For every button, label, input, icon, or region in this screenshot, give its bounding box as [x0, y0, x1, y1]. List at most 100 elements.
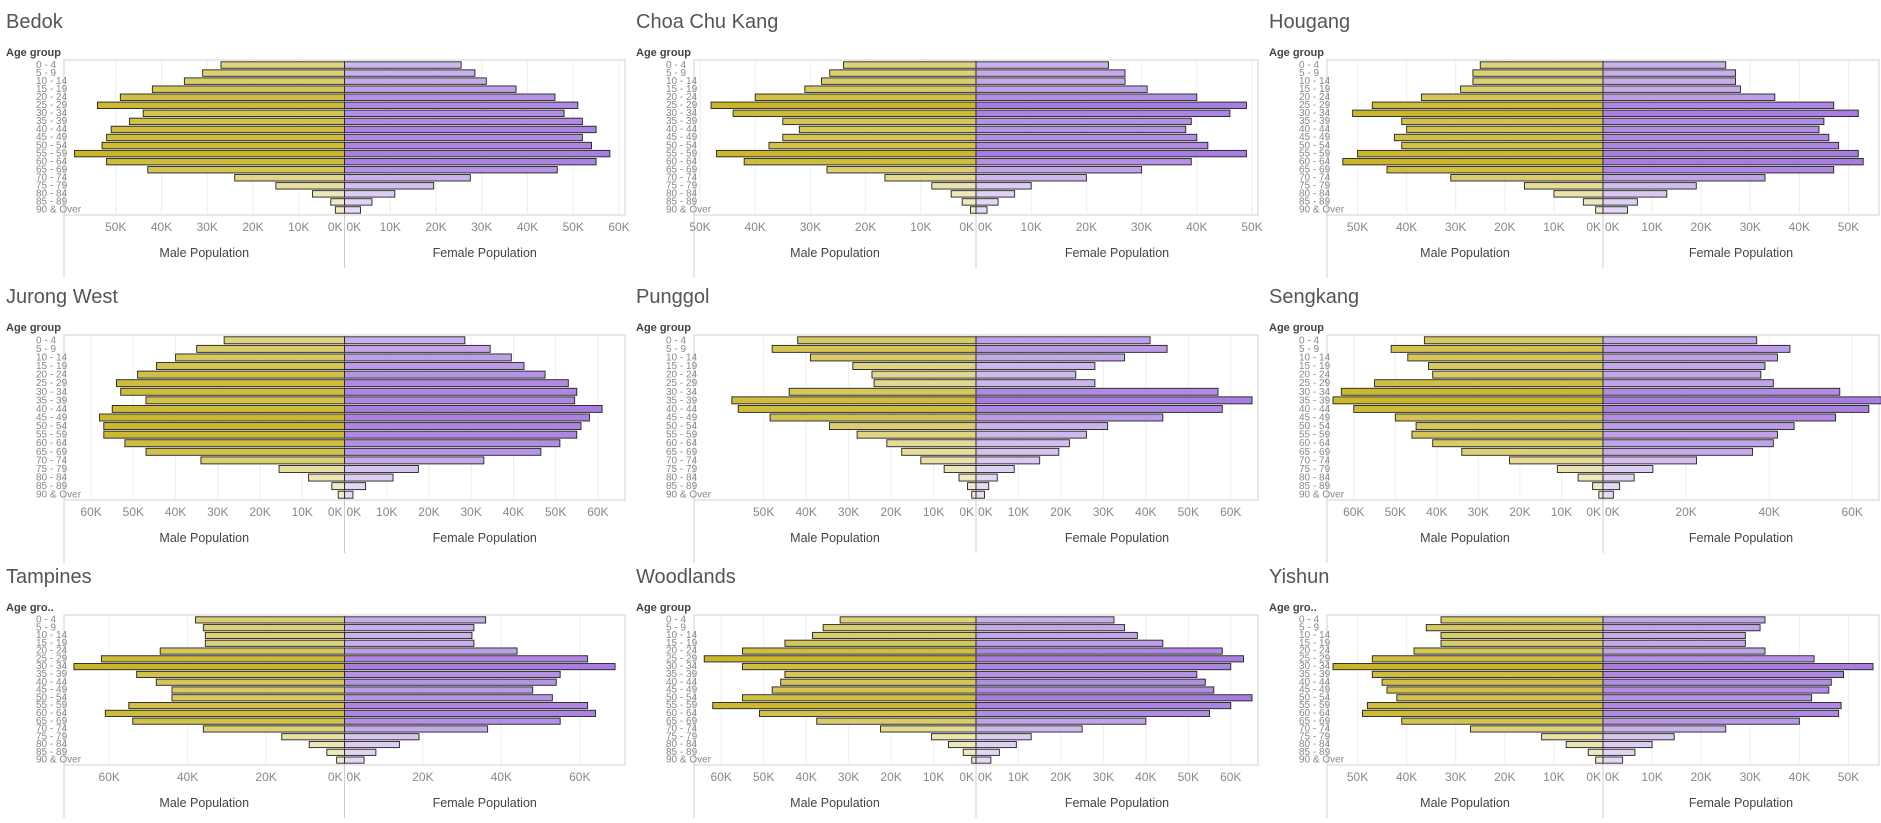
female-axis-title: Female Population [433, 531, 537, 545]
male-bar-20-24 [1432, 370, 1604, 379]
age-label: 60 - 64 [36, 156, 68, 167]
male-tick-label: 40K [1396, 770, 1417, 784]
male-bar-85-89 [967, 482, 977, 491]
female-bar-30-34 [975, 387, 1219, 396]
female-bar-10-14 [344, 631, 473, 640]
female-tick-label: 20K [418, 505, 439, 519]
male-bar-65-69 [816, 717, 977, 725]
age-label: 50 - 54 [666, 140, 698, 151]
male-bar-30-34 [73, 663, 345, 671]
female-bar-10-14 [975, 77, 1126, 85]
male-bar-80-84 [1565, 740, 1604, 749]
female-tick-label: 60K [569, 770, 590, 784]
female-bar-65-69 [1602, 166, 1835, 174]
female-axis-title: Female Population [1065, 246, 1169, 260]
age-label: 40 - 44 [36, 404, 68, 415]
female-tick-label: 40K [503, 505, 524, 519]
female-tick-label: 50K [1838, 770, 1859, 784]
age-label: 45 - 49 [36, 132, 68, 143]
male-bar-65-69 [901, 447, 977, 456]
male-bar-30-34 [1340, 387, 1604, 396]
age-group-header: Age group [1269, 47, 1324, 59]
age-label: 45 - 49 [36, 412, 68, 423]
female-bar-80-84 [344, 740, 400, 749]
male-tick-label: 0K [1586, 770, 1601, 784]
male-bar-20-24 [159, 647, 345, 655]
male-bar-10-14 [204, 631, 345, 640]
age-group-header: Age gro.. [6, 602, 54, 614]
female-bar-20-24 [344, 370, 546, 379]
age-label: 0 - 4 [36, 60, 56, 71]
male-bar-70-74 [880, 725, 977, 733]
female-bar-45-49 [1602, 413, 1837, 422]
age-label: 20 - 24 [36, 92, 68, 103]
male-tick-label: 50K [1347, 220, 1368, 234]
female-bar-20-24 [1602, 647, 1766, 655]
male-tick-label: 30K [838, 770, 859, 784]
female-bar-5-9 [1602, 69, 1736, 77]
chart-title: Jurong West [6, 286, 118, 308]
female-bar-0-4 [975, 616, 1115, 624]
female-tick-label: 40K [1758, 505, 1779, 519]
female-axis-title: Female Population [1689, 246, 1793, 260]
male-bar-0-4 [1423, 336, 1604, 345]
female-tick-label: 30K [1740, 770, 1761, 784]
age-label: 0 - 4 [1299, 60, 1319, 71]
female-bar-45-49 [344, 686, 534, 694]
male-bar-75-79 [1541, 733, 1604, 741]
age-label: 55 - 59 [36, 700, 68, 711]
age-label: 40 - 44 [1299, 404, 1331, 415]
male-bar-50-54 [742, 694, 977, 702]
male-bar-60-64 [743, 157, 977, 166]
male-bar-35-39 [1401, 117, 1604, 126]
female-bar-5-9 [344, 624, 475, 632]
female-bar-40-44 [344, 125, 597, 134]
female-tick-label: 0K [978, 505, 993, 519]
age-label: 25 - 29 [36, 378, 68, 389]
age-label: 30 - 34 [666, 108, 698, 119]
female-bar-40-44 [1602, 125, 1820, 134]
male-bar-15-19 [784, 639, 977, 647]
male-bar-85-89 [1582, 198, 1604, 206]
female-bar-5-9 [1602, 344, 1791, 353]
male-bar-40-44 [737, 404, 977, 413]
male-bar-15-19 [1440, 639, 1604, 647]
age-label: 0 - 4 [666, 614, 686, 625]
male-bar-5-9 [196, 344, 345, 353]
female-bar-0-4 [1602, 616, 1766, 624]
male-bar-45-49 [1393, 133, 1604, 142]
female-bar-35-39 [975, 396, 1253, 405]
male-bar-55-59 [74, 149, 345, 158]
female-bar-35-39 [344, 396, 576, 405]
female-bar-10-14 [1602, 77, 1736, 85]
male-tick-label: 10K [910, 220, 931, 234]
age-label: 70 - 74 [666, 724, 698, 735]
male-bar-30-34 [788, 387, 977, 396]
age-label: 65 - 69 [1299, 447, 1331, 458]
female-bar-0-4 [344, 61, 462, 69]
male-bar-55-59 [1411, 430, 1604, 439]
male-bar-90-and-over [970, 206, 977, 214]
male-bar-30-34 [742, 663, 977, 671]
female-bar-15-19 [975, 85, 1148, 93]
male-bar-55-59 [856, 430, 977, 439]
female-bar-20-24 [1602, 370, 1762, 379]
age-label: 75 - 79 [666, 464, 698, 475]
female-bar-55-59 [1602, 702, 1842, 710]
female-bar-90-and-over [975, 490, 985, 499]
age-label: 55 - 59 [36, 430, 68, 441]
female-bar-80-84 [1602, 190, 1668, 198]
age-label: 15 - 19 [1299, 84, 1331, 95]
female-tick-label: 60K [1220, 770, 1241, 784]
female-tick-label: 40K [1789, 220, 1810, 234]
male-bar-85-89 [331, 482, 345, 491]
age-label: 85 - 89 [1299, 481, 1331, 492]
age-label: 75 - 79 [666, 181, 698, 192]
female-bar-15-19 [975, 362, 1096, 370]
male-bar-35-39 [782, 117, 977, 126]
female-bar-35-39 [344, 670, 561, 678]
female-tick-label: 50K [545, 505, 566, 519]
age-label: 0 - 4 [666, 60, 686, 71]
female-bar-55-59 [344, 702, 589, 710]
